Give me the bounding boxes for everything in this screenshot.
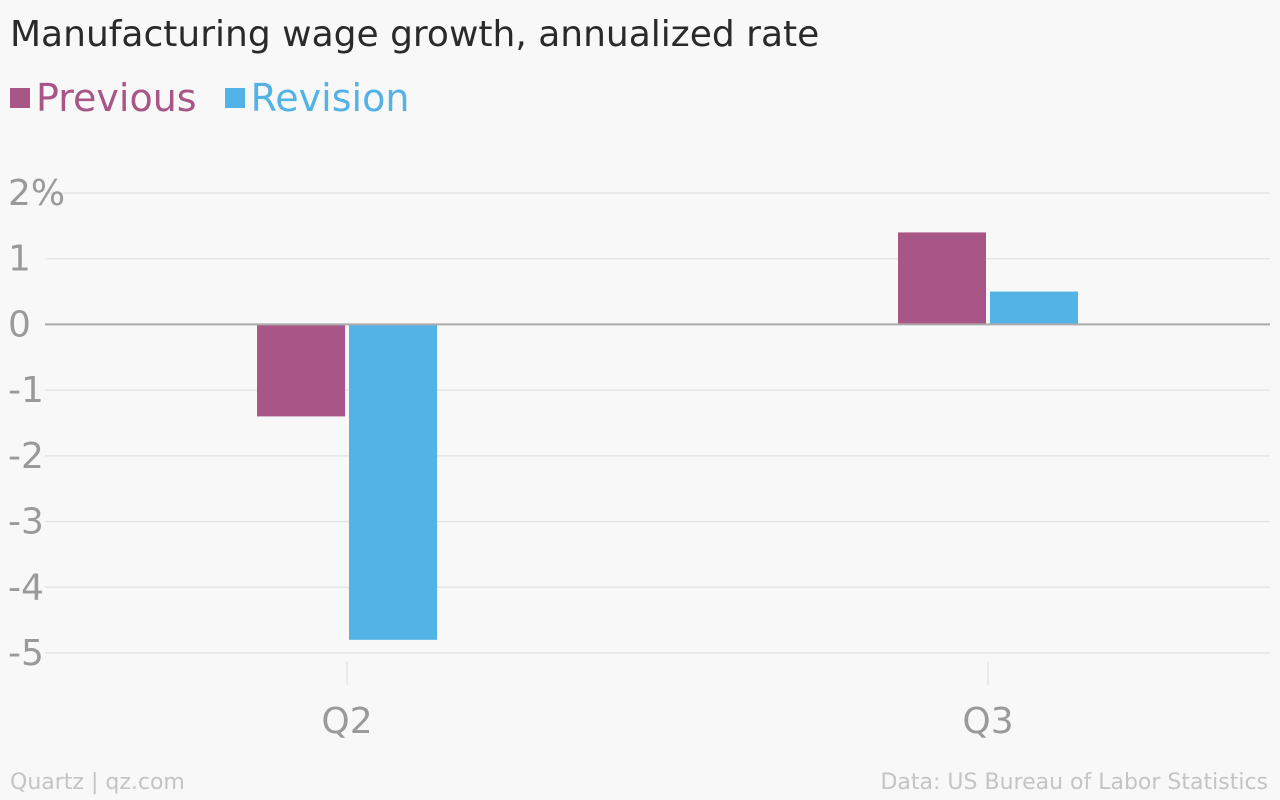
legend-label-revision: Revision xyxy=(250,76,410,120)
y-tick-label: -1 xyxy=(8,370,44,411)
y-tick-label: 0 xyxy=(8,304,31,345)
y-tick-label: 1 xyxy=(8,239,31,280)
legend-label-previous: Previous xyxy=(36,76,197,120)
y-tick-label: -3 xyxy=(8,502,44,543)
legend-swatch-revision xyxy=(224,88,245,108)
bar-previous xyxy=(257,324,345,417)
x-tick-label: Q3 xyxy=(962,701,1013,742)
y-tick-label: -2 xyxy=(8,436,44,477)
source-credit: Quartz | qz.com xyxy=(10,770,185,795)
bar-revision xyxy=(990,291,1078,325)
bar-previous xyxy=(898,232,986,325)
y-tick-label: -5 xyxy=(8,633,44,674)
y-tick-label: -4 xyxy=(8,567,44,608)
legend-entry-previous: Previous xyxy=(10,76,197,120)
chart-title: Manufacturing wage growth, annualized ra… xyxy=(10,14,820,55)
chart-legend: Previous Revision xyxy=(10,76,409,120)
y-tick-label: 2% xyxy=(8,173,65,214)
legend-swatch-previous xyxy=(10,88,30,108)
bar-revision xyxy=(349,324,437,640)
data-source: Data: US Bureau of Labor Statistics xyxy=(880,770,1268,795)
x-tick-label: Q2 xyxy=(321,701,372,742)
legend-entry-revision: Revision xyxy=(224,76,410,120)
